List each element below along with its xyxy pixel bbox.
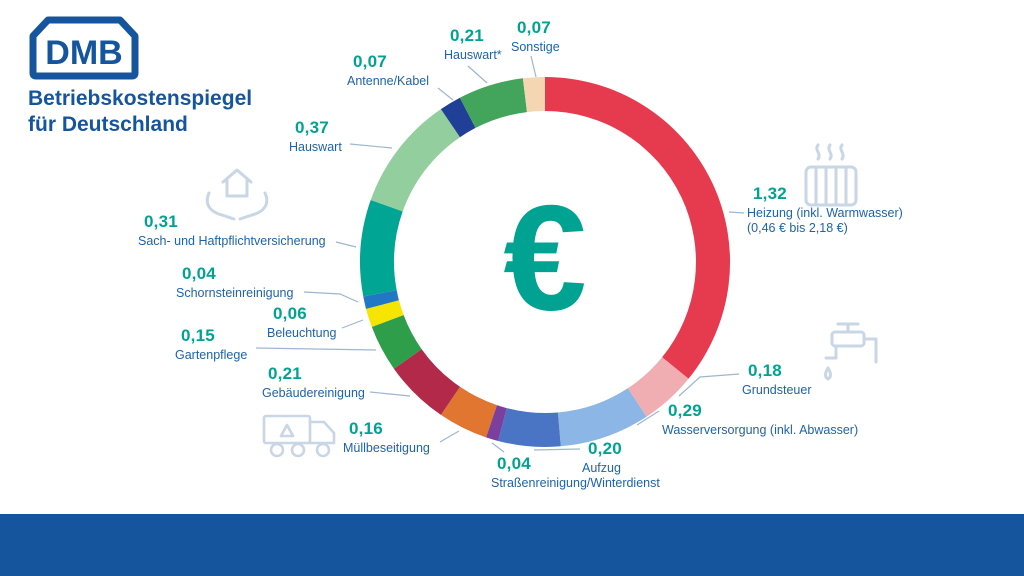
- segment-beleuchtung: [366, 300, 404, 327]
- value-aufzug: 0,20: [588, 439, 622, 458]
- value-grundsteuer: 0,18: [748, 361, 782, 380]
- segment-stra-enreinigung-winterdienst: [486, 405, 507, 441]
- name-hauswart: Hauswart: [289, 140, 342, 154]
- name-wasserversorgung-inkl-abwasser: Wasserversorgung (inkl. Abwasser): [662, 423, 859, 437]
- radiator-icon: [804, 143, 858, 207]
- leader-line-stra-enreinigung-winterdienst: [491, 442, 505, 453]
- label-wasserversorgung-inkl-abwasser: 0,29 Wasserversorgung (inkl. Abwasser): [662, 401, 858, 438]
- segment-m-llbeseitigung: [440, 386, 497, 438]
- segment-hauswart: [459, 78, 527, 128]
- segment-hauswart: [370, 109, 460, 212]
- euro-symbol: €: [503, 173, 587, 342]
- value-geb-udereinigung: 0,21: [268, 364, 302, 383]
- title-line-1: Betriebskostenspiegel: [28, 87, 253, 110]
- label-stra-enreinigung-winterdienst: 0,04 Straßenreinigung/Winterdienst: [491, 454, 660, 491]
- name-heizung-inkl-warmwasser: Heizung (inkl. Warmwasser): [747, 206, 903, 220]
- value-antenne-kabel: 0,07: [353, 52, 387, 71]
- range-heizung-inkl-warmwasser: (0,46 € bis 2,18 €): [747, 221, 848, 235]
- label-sonstige: 0,07 Sonstige: [511, 18, 560, 55]
- segment-geb-udereinigung: [393, 349, 460, 415]
- garbage-truck-icon: [262, 414, 336, 458]
- leader-line-schornsteinreinigung: [303, 291, 359, 303]
- label-grundsteuer: 0,18 Grundsteuer: [742, 361, 811, 398]
- name-gartenpflege: Gartenpflege: [175, 348, 248, 362]
- leader-line-wasserversorgung-inkl-abwasser: [636, 410, 660, 426]
- leader-line-sach-und-haftpflichtversicherung: [335, 241, 357, 248]
- value-sonstige: 0,07: [517, 18, 551, 37]
- label-gartenpflege: 0,15 Gartenpflege: [175, 326, 247, 363]
- title-line-2: für Deutschland: [28, 113, 188, 136]
- value-wasserversorgung-inkl-abwasser: 0,29: [668, 401, 702, 420]
- dmb-logo-outline: [29, 16, 139, 80]
- name-sach-und-haftpflichtversicherung: Sach- und Haftpflichtversicherung: [138, 234, 326, 248]
- leader-line-aufzug: [533, 448, 581, 451]
- segment-aufzug: [498, 408, 561, 447]
- leader-line-gartenpflege: [255, 347, 377, 351]
- leader-line-geb-udereinigung: [369, 391, 411, 397]
- leader-line-sonstige: [530, 55, 537, 78]
- segment-antenne-kabel: [440, 97, 476, 138]
- value-gartenpflege: 0,15: [181, 326, 215, 345]
- name-sonstige: Sonstige: [511, 40, 560, 54]
- leader-line-grundsteuer: [678, 373, 740, 397]
- leader-line-hauswart: [349, 143, 393, 149]
- hands-house-icon: [205, 168, 269, 221]
- label-schornsteinreinigung: 0,04 Schornsteinreinigung: [176, 264, 293, 301]
- value-m-llbeseitigung: 0,16: [349, 419, 383, 438]
- page-title: Betriebskostenspiegel für Deutschland: [28, 86, 252, 138]
- name-m-llbeseitigung: Müllbeseitigung: [343, 441, 430, 455]
- name-antenne-kabel: Antenne/Kabel: [347, 74, 430, 88]
- faucet-icon: [824, 322, 878, 381]
- label-sach-und-haftpflichtversicherung: 0,31 Sach- und Haftpflichtversicherung: [138, 212, 326, 249]
- value-sach-und-haftpflichtversicherung: 0,31: [144, 212, 178, 231]
- segment-schornsteinreinigung: [363, 290, 399, 309]
- label-m-llbeseitigung: 0,16 Müllbeseitigung: [343, 419, 430, 456]
- dmb-logo-text: DMB: [45, 34, 122, 72]
- dmb-logo: DMB: [29, 16, 139, 80]
- value-stra-enreinigung-winterdienst: 0,04: [497, 454, 531, 473]
- label-hauswart: 0,21 Hauswart*: [444, 26, 502, 63]
- name-geb-udereinigung: Gebäudereinigung: [262, 386, 365, 400]
- label-aufzug: 0,20 Aufzug: [582, 439, 622, 476]
- leader-line-hauswart: [467, 65, 488, 84]
- segment-heizung-inkl-warmwasser: [545, 76, 731, 379]
- value-hauswart: 0,37: [295, 118, 329, 137]
- segment-grundsteuer: [627, 357, 689, 417]
- name-stra-enreinigung-winterdienst: Straßenreinigung/Winterdienst: [491, 476, 660, 490]
- segment-sonstige: [522, 76, 545, 113]
- value-schornsteinreinigung: 0,04: [182, 264, 216, 283]
- name-hauswart: Hauswart*: [444, 48, 502, 62]
- label-hauswart: 0,37 Hauswart: [289, 118, 342, 155]
- name-schornsteinreinigung: Schornsteinreinigung: [176, 286, 294, 300]
- footer-bar: Angaben pro m² * Kosten für Gebäudereini…: [0, 514, 1024, 576]
- name-grundsteuer: Grundsteuer: [742, 383, 812, 397]
- leader-line-m-llbeseitigung: [439, 430, 460, 443]
- label-beleuchtung: 0,06 Beleuchtung: [267, 304, 337, 341]
- value-beleuchtung: 0,06: [273, 304, 307, 323]
- leader-line-heizung-inkl-warmwasser: [728, 211, 745, 214]
- segment-sach-und-haftpflichtversicherung: [360, 200, 403, 297]
- value-hauswart: 0,21: [450, 26, 484, 45]
- label-geb-udereinigung: 0,21 Gebäudereinigung: [262, 364, 365, 401]
- segment-gartenpflege: [371, 315, 422, 369]
- label-heizung-inkl-warmwasser: 1,32 Heizung (inkl. Warmwasser) (0,46 € bi…: [747, 184, 903, 236]
- name-aufzug: Aufzug: [582, 461, 621, 475]
- name-beleuchtung: Beleuchtung: [267, 326, 337, 340]
- segment-wasserversorgung-inkl-abwasser: [557, 388, 647, 447]
- leader-line-beleuchtung: [341, 319, 364, 329]
- leader-line-antenne-kabel: [437, 87, 454, 101]
- label-antenne-kabel: 0,07 Antenne/Kabel: [347, 52, 429, 89]
- value-heizung-inkl-warmwasser: 1,32: [753, 184, 787, 203]
